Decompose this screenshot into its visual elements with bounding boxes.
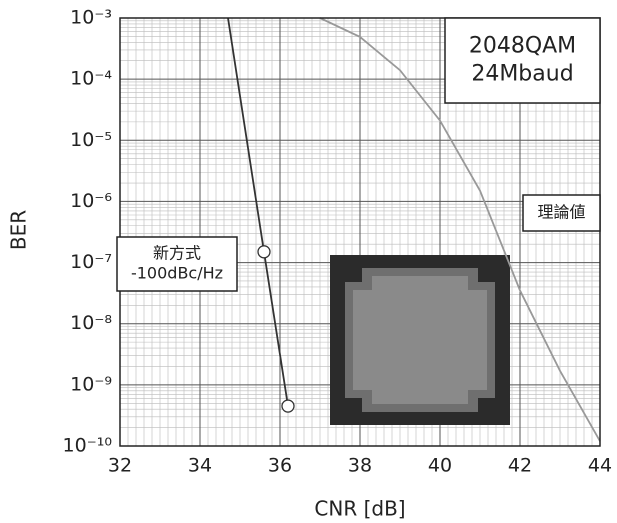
y-tick-label: 10⁻⁴ <box>70 68 112 90</box>
x-tick-label: 36 <box>268 455 292 477</box>
data-point <box>258 246 270 258</box>
x-tick-label: 40 <box>428 455 452 477</box>
x-tick-label: 32 <box>108 455 132 477</box>
y-axis-title: BER <box>7 210 31 250</box>
y-tick-label: 10⁻⁷ <box>70 251 112 273</box>
x-tick-label: 38 <box>348 455 372 477</box>
x-axis-title: CNR [dB] <box>314 497 405 521</box>
x-tick-label: 44 <box>588 455 612 477</box>
page: {"chart_data": { "type": "line", "x_labe… <box>0 0 617 523</box>
x-tick-label: 34 <box>188 455 212 477</box>
annotation-text: 新方式 <box>153 244 201 263</box>
inset-inner <box>353 276 487 404</box>
chart: 32 34 36 38 40 42 44 10⁻¹⁰ 10⁻⁹ 10⁻⁸ 10⁻⁷ 10⁻⁶ 10⁻⁵ 1… <box>0 0 617 523</box>
y-tick-label: 10⁻⁸ <box>70 312 112 334</box>
data-point <box>282 400 294 412</box>
annotation-text: -100dBc/Hz <box>131 264 223 283</box>
y-tick-label: 10⁻⁶ <box>70 190 112 212</box>
y-tick-label: 10⁻⁹ <box>70 373 112 395</box>
annotation-box <box>445 18 600 103</box>
x-tick-label: 42 <box>508 455 532 477</box>
y-tick-label: 10⁻⁵ <box>70 129 112 151</box>
annotation-text: 理論値 <box>537 203 585 222</box>
annotation-text: 24Mbaud <box>471 62 573 87</box>
y-tick-label: 10⁻¹⁰ <box>63 435 112 457</box>
annotation-text: 2048QAM <box>469 34 576 59</box>
constellation-inset <box>330 255 510 425</box>
y-tick-label: 10⁻³ <box>70 7 112 29</box>
